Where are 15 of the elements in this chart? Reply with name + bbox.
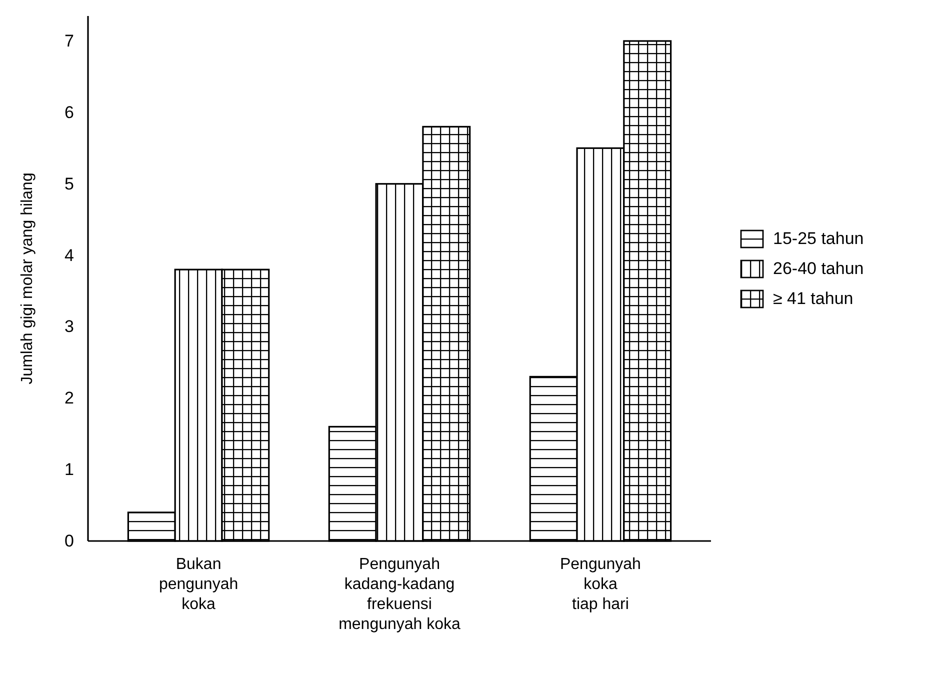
y-tick-label: 7 [64, 32, 74, 50]
y-tick-label: 1 [64, 460, 74, 480]
x-tick-label: Pengunyah koka tiap hari [560, 556, 641, 613]
legend-label: ≥ 41 tahun [773, 289, 854, 308]
y-tick-label: 2 [64, 388, 74, 408]
y-tick-label: 3 [64, 317, 74, 336]
x-tick-label: Pengunyah kadang-kadang frekuensi mengunyah koka [338, 556, 461, 633]
legend-label: 26-40 tahun [773, 259, 864, 278]
y-tick-label: 0 [64, 532, 74, 550]
x-tick-label: Bukan pengunyah koka [158, 556, 238, 613]
y-tick-label: 5 [64, 174, 74, 194]
y-tick-label: 4 [64, 246, 74, 265]
y-tick-label: 6 [64, 102, 74, 122]
legend-label: 15-25 tahun [773, 229, 864, 248]
y-axis-title: Jumlah gigi molar yang hilang [19, 172, 36, 384]
